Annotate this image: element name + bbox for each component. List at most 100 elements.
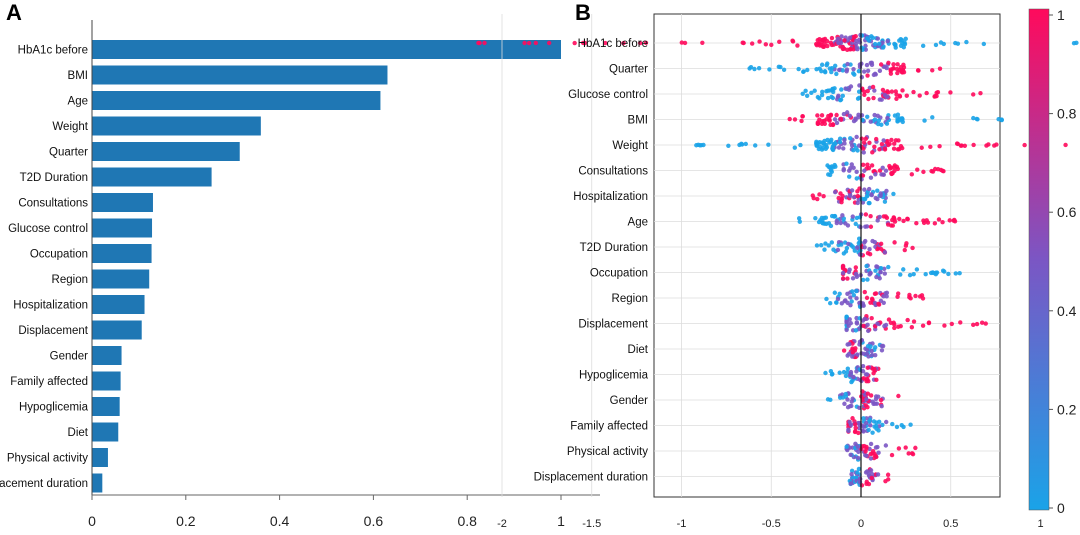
beeswarm-point	[979, 320, 985, 325]
beeswarm-point	[932, 221, 938, 226]
beeswarm-point	[854, 288, 859, 294]
beeswarm-point	[878, 193, 883, 199]
x-tick-label: 0.4	[270, 513, 290, 529]
beeswarm-point	[828, 301, 833, 306]
beeswarm-point	[883, 443, 889, 448]
beeswarm-point	[933, 42, 939, 48]
beeswarm-point	[919, 145, 924, 150]
beeswarm-point	[864, 378, 869, 384]
beeswarm-point	[896, 324, 901, 329]
beeswarm-point	[840, 266, 846, 271]
beeswarm-point	[852, 421, 858, 427]
beeswarm-point	[859, 136, 864, 141]
beeswarm-point	[867, 246, 872, 252]
beeswarm-point	[847, 113, 853, 119]
y-tick-label: Family affected	[570, 421, 648, 433]
beeswarm-point	[981, 41, 987, 47]
beeswarm-point	[865, 162, 870, 167]
beeswarm-point	[884, 215, 890, 221]
beeswarm-point	[848, 295, 853, 300]
bar	[92, 473, 103, 493]
y-tick-label: Glucose control	[568, 89, 648, 101]
beeswarm-point	[891, 191, 896, 197]
beeswarm-point	[860, 173, 866, 178]
colorbar-tick-label: 0.4	[1057, 303, 1077, 319]
beeswarm-point	[952, 217, 957, 223]
x-tick-label: -2	[497, 518, 507, 530]
beeswarm-point	[861, 69, 867, 74]
beeswarm-point	[971, 115, 976, 121]
beeswarm-point	[801, 69, 806, 75]
beeswarm-point	[899, 422, 904, 428]
beeswarm-point	[890, 421, 895, 427]
beeswarm-point	[894, 92, 899, 97]
bar	[92, 142, 240, 161]
beeswarm-point	[832, 117, 838, 122]
beeswarm-point	[824, 145, 830, 150]
beeswarm-point	[804, 93, 810, 98]
bar	[92, 320, 142, 340]
beeswarm-point	[842, 298, 847, 304]
panel-a-label: A	[6, 0, 22, 25]
beeswarm-point	[805, 67, 810, 73]
y-tick-label: Weight	[612, 140, 648, 152]
beeswarm-point	[829, 69, 834, 75]
bar	[92, 167, 212, 187]
beeswarm-point	[913, 293, 918, 299]
beeswarm-point	[971, 322, 976, 328]
beeswarm-point	[826, 172, 831, 177]
y-tick-label: Occupation	[30, 249, 88, 261]
beeswarm-point	[996, 116, 1001, 122]
beeswarm-point	[885, 472, 891, 477]
beeswarm-point	[880, 45, 886, 50]
beeswarm-point	[842, 401, 847, 406]
beeswarm-point	[910, 245, 915, 251]
beeswarm-point	[873, 172, 878, 177]
y-tick-label: Physical activity	[7, 453, 88, 465]
beeswarm-point	[884, 121, 890, 126]
beeswarm-point	[889, 137, 894, 143]
beeswarm-point	[909, 325, 915, 330]
beeswarm-point	[878, 241, 884, 247]
y-tick-label: T2D Duration	[580, 242, 648, 254]
beeswarm-point	[911, 89, 916, 95]
beeswarm-point	[820, 89, 825, 95]
beeswarm-point	[825, 137, 830, 143]
beeswarm-point	[1063, 142, 1068, 148]
bar	[92, 371, 121, 391]
beeswarm-point	[867, 140, 872, 145]
beeswarm-point	[876, 118, 882, 123]
y-tick-label: Glucose control	[8, 223, 88, 235]
beeswarm-point	[864, 372, 870, 377]
bar	[92, 193, 153, 212]
beeswarm-point	[840, 68, 845, 73]
beeswarm-point	[860, 364, 866, 369]
beeswarm-point	[954, 141, 960, 146]
beeswarm-point	[953, 271, 958, 276]
beeswarm-point	[819, 147, 825, 152]
beeswarm-point	[836, 40, 841, 45]
x-tick-label: 0.6	[364, 513, 384, 529]
beeswarm-point	[682, 40, 688, 46]
beeswarm-point	[876, 301, 881, 306]
beeswarm-point	[882, 92, 888, 98]
beeswarm-point	[866, 354, 871, 359]
beeswarm-point	[841, 146, 846, 151]
beeswarm-point	[886, 477, 891, 482]
beeswarm-point	[869, 163, 875, 168]
beeswarm-point	[958, 320, 963, 325]
beeswarm-point	[935, 90, 941, 95]
beeswarm-point	[756, 66, 762, 71]
beeswarm-point	[821, 37, 826, 42]
beeswarm-point	[891, 66, 896, 71]
beeswarm-point	[871, 72, 877, 78]
beeswarm-point	[790, 38, 795, 43]
beeswarm-point	[856, 430, 861, 436]
beeswarm-point	[975, 117, 980, 122]
beeswarm-point	[828, 168, 834, 173]
beeswarm-point	[832, 290, 838, 295]
beeswarm-point	[854, 38, 859, 44]
beeswarm-point	[840, 44, 845, 50]
beeswarm-point	[874, 136, 879, 142]
